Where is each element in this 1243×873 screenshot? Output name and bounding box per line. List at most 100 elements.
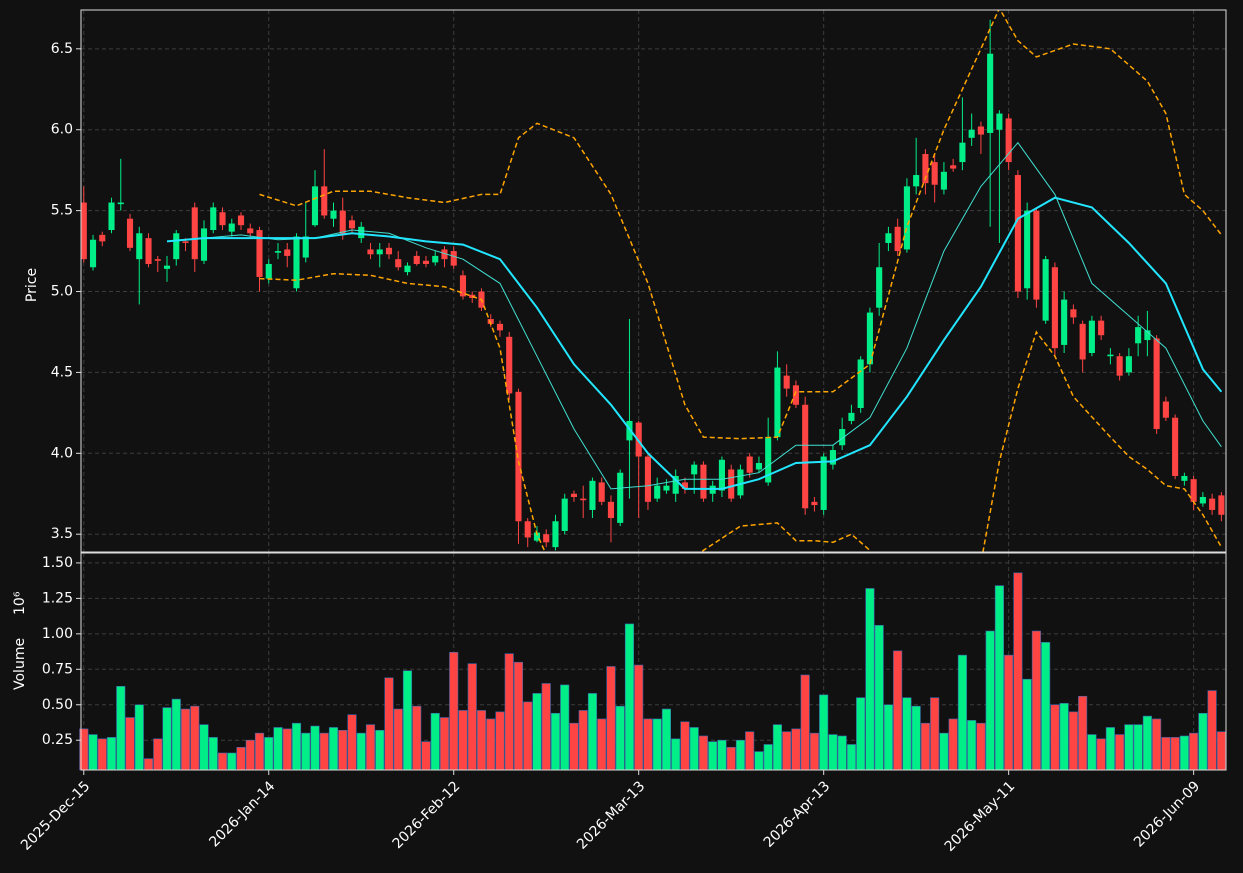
volume-bar — [985, 630, 995, 771]
candle-body — [524, 521, 531, 538]
volume-bar — [402, 670, 413, 771]
candle-body — [589, 480, 596, 510]
volume-bar — [476, 710, 487, 771]
candle-body — [182, 241, 189, 243]
candle-body — [691, 464, 698, 475]
volume-bar — [1022, 678, 1032, 771]
candle-body — [561, 498, 568, 531]
volume-bar — [301, 732, 311, 771]
candle-body — [1070, 309, 1077, 318]
x-tick-label: 2026-Feb-12 — [390, 778, 464, 852]
volume-tick-label: 1.00 — [42, 626, 73, 642]
volume-bar — [606, 666, 616, 771]
candle-body — [968, 129, 975, 138]
candle-body — [931, 162, 938, 185]
volume-bar — [116, 686, 126, 771]
candle-body — [496, 323, 504, 331]
volume-bar — [902, 697, 912, 771]
candle-body — [783, 375, 790, 389]
candle-body — [81, 202, 87, 260]
candle-body — [959, 142, 966, 163]
candle-body — [774, 367, 781, 438]
candle-body — [839, 429, 846, 446]
candle-body — [617, 472, 624, 523]
candle-body — [607, 501, 615, 519]
candle-body — [1107, 354, 1114, 357]
candle-body — [950, 165, 957, 169]
volume-bar — [319, 732, 329, 771]
candle-body — [820, 456, 827, 510]
volume-bar — [1198, 712, 1208, 771]
candle-body — [700, 464, 707, 499]
candle-body — [663, 485, 670, 491]
candle-body — [718, 459, 725, 491]
candle-body — [274, 251, 282, 253]
volume-bar — [106, 737, 117, 771]
candle-body — [792, 385, 799, 405]
volume-bar — [1105, 727, 1115, 771]
x-tick-label: 2026-Apr-13 — [761, 778, 834, 851]
volume-bar — [328, 727, 339, 771]
candle-body — [237, 215, 245, 226]
candle-body — [1144, 330, 1151, 341]
volume-bar — [180, 708, 191, 771]
candle-body — [348, 220, 356, 229]
x-tick-label: 2025-Dec-15 — [18, 778, 93, 853]
volume-bar — [134, 704, 144, 771]
volume-bar — [698, 735, 708, 771]
candle-body — [1218, 495, 1225, 515]
volume-bar — [458, 710, 468, 771]
candle-body — [580, 498, 587, 501]
volume-bar — [689, 727, 699, 771]
volume-bar — [828, 734, 838, 771]
volume-bar — [495, 711, 505, 771]
volume-bar — [1170, 737, 1180, 771]
volume-bar — [708, 741, 718, 771]
candle-body — [1172, 417, 1179, 476]
candle-body — [385, 247, 393, 255]
volume-bar — [153, 738, 163, 771]
candle-body — [413, 255, 420, 265]
volume-bar — [865, 588, 875, 771]
volume-bar — [208, 737, 218, 771]
x-tick-label: 2026-Jun-09 — [1131, 778, 1203, 850]
volume-bar — [957, 654, 967, 771]
volume-bar — [439, 717, 450, 771]
candle-body — [1125, 356, 1132, 373]
volume-bar — [819, 694, 829, 771]
candle-body — [219, 212, 226, 226]
candle-body — [432, 255, 439, 263]
candle-body — [728, 469, 735, 499]
candle-body — [1190, 479, 1197, 502]
candle-body — [173, 233, 180, 260]
candle-body — [903, 186, 910, 250]
candle-body — [302, 236, 309, 258]
volume-bar — [726, 747, 736, 771]
candle-body — [487, 319, 494, 324]
volume-tick-label: 1.50 — [42, 555, 73, 571]
candle-body — [857, 359, 864, 409]
volume-bar — [893, 650, 903, 771]
volume-bar — [365, 724, 376, 771]
x-tick-label: 2026-Jan-14 — [206, 778, 278, 850]
candle-body — [737, 469, 744, 496]
candle-body — [459, 275, 467, 297]
volume-bar — [541, 683, 551, 771]
volume-bar — [236, 747, 246, 771]
volume-bar — [143, 758, 154, 771]
volume-bar — [1207, 690, 1217, 771]
candle-body — [1051, 267, 1058, 349]
candle-body — [1061, 299, 1068, 345]
volume-bar — [661, 708, 672, 771]
volume-bar — [680, 721, 690, 771]
volume-bar — [1068, 711, 1078, 771]
candle-body — [126, 218, 134, 248]
volume-bar — [254, 732, 265, 771]
overlay-line — [259, 10, 1222, 440]
candle-body — [506, 336, 513, 394]
candle-body — [765, 437, 772, 483]
candle-body — [200, 228, 208, 261]
volume-bar — [449, 651, 459, 771]
volume-bar — [486, 718, 496, 771]
volume-bar — [735, 739, 745, 771]
